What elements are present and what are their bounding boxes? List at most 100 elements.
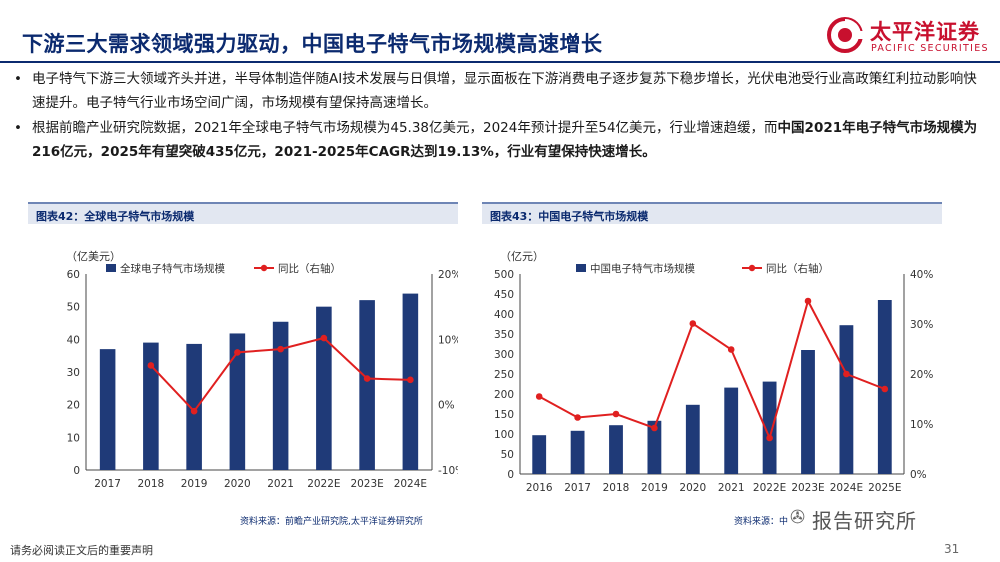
y2-tick-label: -10% (438, 465, 458, 477)
legend-label-bar: 中国电子特气市场规模 (590, 262, 695, 275)
bar (724, 387, 739, 474)
legend-marker-line (260, 264, 268, 272)
y2-tick-label: 10% (438, 334, 458, 346)
y-tick-label: 500 (494, 269, 514, 281)
chart-panel-global: 图表42：全球电子特气市场规模 （亿美元） 全球电子特气市场规模 同比（右轴） 0 10… (28, 202, 458, 532)
bar (801, 350, 815, 474)
y-tick-label: 400 (494, 309, 514, 321)
y2-tick-label: 30% (910, 319, 933, 331)
page-title: 下游三大需求领域强力驱动，中国电子特气市场规模高速增长 (22, 32, 603, 56)
x-tick-label: 2019 (181, 478, 208, 490)
chart-title-bar: 图表43：中国电子特气市场规模 (482, 202, 942, 224)
x-tick-label: 2021 (718, 482, 745, 494)
chart-source: 资料来源：前瞻产业研究院,太平洋证券研究所 (240, 517, 423, 527)
x-tick-label: 2021 (267, 478, 294, 490)
logo-text-cn: 太平洋证券 (870, 20, 980, 44)
line-point (147, 362, 155, 369)
y-tick-label: 250 (494, 369, 514, 381)
pacific-logo-icon (827, 17, 864, 53)
x-tick-label: 2022E (307, 478, 340, 490)
bullet-text: 根据前瞻产业研究院数据，2021年全球电子特气市场规模为45.38亿美元，202… (32, 120, 778, 136)
brand-logo: 太平洋证券 PACIFIC SECURITIES (826, 12, 996, 56)
x-tick-label: 2022E (753, 482, 786, 494)
x-tick-label: 2024E (394, 478, 427, 490)
chart-panel-china: 图表43：中国电子特气市场规模 （亿元） 中国电子特气市场规模 同比（右轴） 0 50 1… (482, 202, 942, 532)
page-number: 31 (944, 542, 960, 556)
x-tick-label: 2018 (138, 478, 165, 490)
legend-swatch-bar (106, 264, 116, 272)
line-point (881, 385, 889, 393)
y-tick-label: 50 (501, 449, 514, 461)
bar (316, 306, 332, 470)
line-point (407, 376, 414, 384)
bar (229, 333, 246, 470)
line-point (574, 414, 581, 421)
y2-tick-label: 0% (438, 400, 455, 412)
bar (532, 435, 547, 474)
y-tick-label: 60 (67, 269, 80, 281)
y-axis-unit: （亿元） (500, 250, 544, 263)
x-tick-label: 2020 (224, 478, 251, 490)
bar (570, 430, 585, 474)
global-market-chart: （亿美元）全球电子特气市场规模 同比（右轴） 0 10 20 30 40 50 60 -10% 0%… (66, 250, 458, 490)
y-tick-label: 20 (67, 400, 80, 412)
footer-disclaimer: 请务必阅读正文后的重要声明 (10, 544, 153, 557)
y-tick-label: 200 (494, 389, 514, 401)
watermark-text: 报告研究所 (812, 509, 917, 533)
line-point (804, 297, 812, 305)
x-tick-label: 2020 (679, 482, 706, 494)
y-tick-label: 300 (494, 349, 514, 361)
chart-title: 图表42：全球电子特气市场规模 (36, 210, 195, 223)
y2-tick-label: 20% (910, 369, 933, 381)
y-tick-label: 0 (507, 469, 514, 481)
line-point (320, 334, 328, 342)
y2-tick-label: 10% (910, 419, 933, 431)
china-market-chart: （亿元） 中国电子特气市场规模 同比（右轴） 0 50 100 150 200 250 300 35… (494, 250, 933, 494)
chart-title-bar: 图表42：全球电子特气市场规模 (28, 202, 458, 224)
bar (647, 420, 662, 474)
bar (839, 325, 854, 474)
line-point (766, 434, 773, 442)
chart-source: 资料来源：中 (734, 517, 789, 527)
y-tick-label: 100 (494, 429, 514, 441)
y-tick-label: 10 (67, 432, 80, 444)
bullet-text: 电子特气下游三大领域齐头并进，半导体制造伴随AI技术发展与日俱增，显示面板在下游… (32, 71, 977, 111)
line-point (651, 424, 658, 432)
y-tick-label: 0 (73, 465, 80, 477)
x-tick-label: 2019 (641, 482, 668, 494)
bullet-dot: • (14, 120, 22, 136)
line-point (535, 393, 543, 400)
bullet-item: • 电子特气下游三大领域齐头并进，半导体制造伴随AI技术发展与日俱增，显示面板在… (14, 68, 984, 115)
bullet-text-bold: 中国2021年电子特气市场规模为216亿元，2025年有望突破435亿元，202… (32, 120, 978, 160)
line-point (727, 346, 735, 353)
y-tick-label: 450 (494, 289, 514, 301)
x-tick-label: 2017 (564, 482, 591, 494)
bar (99, 349, 116, 470)
line-point (277, 345, 284, 353)
legend-label-line: 同比（右轴） (278, 262, 341, 275)
x-tick-label: 2024E (830, 482, 863, 494)
y-tick-label: 30 (67, 367, 80, 379)
legend-swatch-bar (576, 264, 586, 272)
legend-label-line: 同比（右轴） (766, 262, 829, 275)
y-axis-unit: （亿美元） (66, 250, 121, 263)
bullet-dot: • (14, 71, 22, 87)
chart-title: 图表43：中国电子特气市场规模 (490, 210, 649, 223)
y-tick-label: 350 (494, 329, 514, 341)
y-tick-label: 50 (67, 302, 80, 314)
bullet-item: • 根据前瞻产业研究院数据，2021年全球电子特气市场规模为45.38亿美元，2… (14, 117, 984, 164)
bar (359, 300, 375, 470)
legend-marker-line (748, 264, 756, 272)
x-tick-label: 2025E (868, 482, 901, 494)
line-point (190, 407, 198, 415)
x-tick-label: 2017 (94, 478, 121, 490)
series-line (538, 298, 886, 441)
logo-text-en: PACIFIC SECURITIES (871, 43, 989, 54)
line-point (612, 410, 620, 418)
x-tick-label: 2023E (350, 478, 383, 490)
x-tick-label: 2018 (603, 482, 630, 494)
y-tick-label: 150 (494, 409, 514, 421)
bar (186, 343, 202, 470)
bullet-list: • 电子特气下游三大领域齐头并进，半导体制造伴随AI技术发展与日俱增，显示面板在… (14, 68, 984, 166)
line-point (843, 370, 850, 378)
